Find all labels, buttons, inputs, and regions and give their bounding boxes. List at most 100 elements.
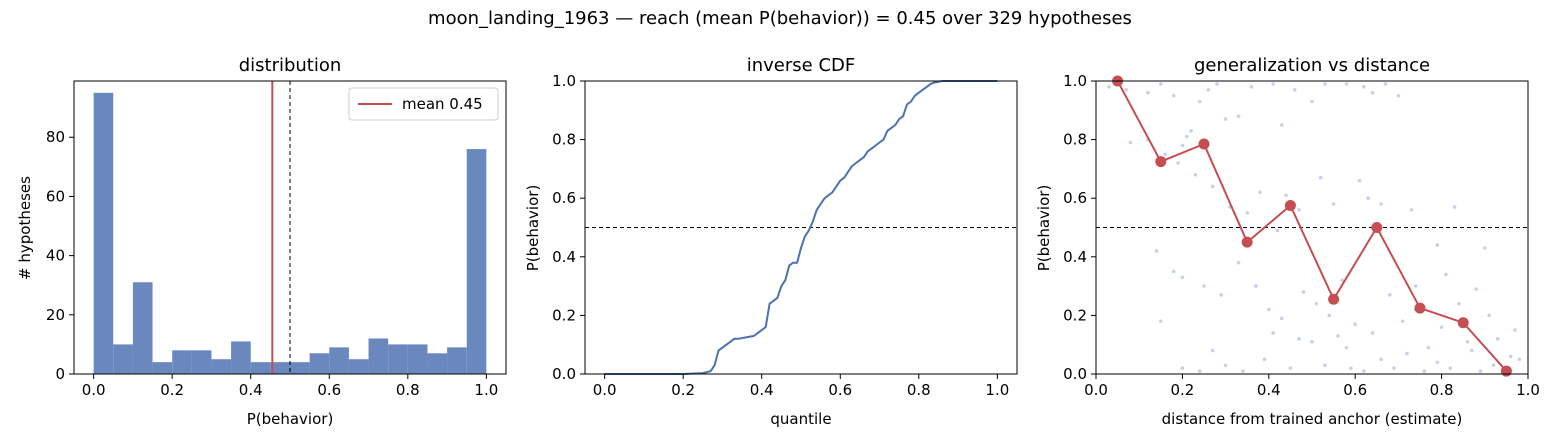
scatter-point bbox=[1271, 82, 1275, 86]
scatter-point bbox=[1241, 369, 1245, 373]
histogram-bars bbox=[93, 92, 487, 375]
y-tick-label: 0.8 bbox=[552, 131, 576, 149]
x-axis-label: quantile bbox=[770, 410, 831, 428]
scatter-point bbox=[1379, 357, 1383, 362]
y-tick-label: 0.6 bbox=[1063, 189, 1087, 207]
scatter-point bbox=[1210, 348, 1215, 353]
y-tick-label: 0.0 bbox=[552, 365, 576, 383]
x-tick-label: 1.0 bbox=[474, 381, 498, 399]
scatter-point bbox=[1336, 334, 1340, 338]
scatter-point bbox=[1197, 99, 1202, 104]
histogram-bar bbox=[250, 362, 271, 374]
binned-mean-marker bbox=[1198, 138, 1210, 150]
scatter-point bbox=[1159, 319, 1163, 324]
scatter-point bbox=[1258, 190, 1262, 195]
scatter-point bbox=[1215, 82, 1219, 86]
scatter-point bbox=[1344, 345, 1349, 350]
y-tick-label: 0.0 bbox=[1063, 365, 1087, 383]
y-tick-label: 0.2 bbox=[552, 306, 576, 324]
scatter-point bbox=[1448, 366, 1453, 370]
x-axis-label: P(behavior) bbox=[247, 410, 334, 428]
scatter-point bbox=[1357, 178, 1362, 183]
scatter-point bbox=[1444, 272, 1448, 277]
x-tick-label: 0.4 bbox=[1257, 381, 1281, 399]
scatter-point bbox=[1279, 316, 1284, 321]
x-tick-label: 0.8 bbox=[1430, 381, 1454, 399]
x-tick-label: 0.2 bbox=[160, 381, 184, 399]
x-tick-label: 0.8 bbox=[396, 381, 420, 399]
histogram-bar bbox=[113, 344, 133, 374]
scatter-point bbox=[1474, 287, 1478, 291]
scatter-point bbox=[1439, 325, 1444, 329]
x-tick-label: 0.2 bbox=[1170, 381, 1194, 399]
scatter-point bbox=[1184, 134, 1189, 139]
histogram-bar bbox=[348, 359, 369, 374]
scatter-point bbox=[1249, 85, 1254, 89]
x-tick-label: 0.2 bbox=[671, 381, 695, 399]
scatter-point bbox=[1310, 99, 1314, 104]
scatter-point bbox=[1344, 82, 1349, 86]
scatter-point bbox=[1159, 82, 1163, 86]
scatter-point bbox=[1383, 82, 1388, 86]
scatter-point bbox=[1189, 129, 1193, 133]
scatter-point bbox=[1340, 278, 1345, 283]
scatter-point bbox=[1435, 243, 1440, 247]
plot-frame bbox=[1095, 80, 1529, 375]
scatter-point bbox=[1323, 363, 1327, 368]
scatter-point bbox=[1284, 193, 1288, 198]
scatter-point bbox=[1171, 269, 1176, 274]
scatter-point bbox=[1163, 152, 1167, 157]
x-axis-label: distance from trained anchor (estimate) bbox=[1162, 410, 1463, 428]
histogram-bar bbox=[132, 282, 153, 374]
scatter-point bbox=[1202, 284, 1206, 288]
scatter-point bbox=[1206, 87, 1211, 92]
scatter-point bbox=[1392, 366, 1396, 370]
scatter-point bbox=[1413, 284, 1418, 288]
y-axis-label: # hypotheses bbox=[16, 176, 34, 280]
scatter-point bbox=[1426, 345, 1431, 350]
scatter-point bbox=[1409, 208, 1414, 212]
histogram-bar bbox=[191, 350, 212, 374]
y-tick-label: 20 bbox=[46, 306, 65, 324]
scatter-point bbox=[1288, 366, 1293, 370]
scatter-point bbox=[1245, 211, 1249, 215]
scatter-point bbox=[1223, 363, 1228, 368]
y-tick-label: 0.4 bbox=[1063, 248, 1087, 266]
scatter-point bbox=[1297, 337, 1301, 341]
panel-title: distribution bbox=[239, 55, 342, 76]
panel-inverse-cdf: inverse CDF 0.0 0.2 0.4 0.6 0.8 1.0 0.0 0.2 0.4 0… bbox=[524, 55, 1018, 428]
histogram-bar bbox=[152, 362, 173, 374]
scatter-point bbox=[1470, 348, 1474, 353]
legend: mean 0.45 bbox=[348, 87, 499, 121]
scatter-point bbox=[1495, 337, 1500, 341]
scatter-point bbox=[1362, 369, 1366, 373]
scatter-point bbox=[1318, 175, 1323, 180]
scatter-point bbox=[1331, 202, 1336, 206]
panel-title: inverse CDF bbox=[747, 55, 856, 76]
inverse-cdf-line bbox=[604, 80, 998, 375]
y-tick-label: 0.4 bbox=[552, 248, 576, 266]
scatter-point bbox=[1405, 351, 1409, 356]
scatter-point bbox=[1323, 82, 1327, 86]
histogram-bar bbox=[172, 350, 192, 374]
scatter-point bbox=[1491, 363, 1496, 368]
y-axis-label: P(behavior) bbox=[1035, 185, 1053, 272]
binned-mean-line bbox=[1116, 80, 1508, 372]
histogram-bar bbox=[309, 353, 330, 374]
scatter-point bbox=[1197, 369, 1202, 373]
y-tick-label: 1.0 bbox=[1063, 72, 1087, 90]
scatter-point bbox=[1422, 369, 1427, 373]
scatter-point bbox=[1327, 313, 1332, 318]
scatter-point bbox=[1236, 114, 1241, 118]
scatter-point bbox=[1292, 87, 1297, 92]
histogram-bar bbox=[407, 344, 428, 374]
scatter-point bbox=[1223, 117, 1228, 121]
y-tick-label: 0.2 bbox=[1063, 306, 1087, 324]
binned-mean-marker bbox=[1328, 293, 1340, 305]
x-tick-label: 1.0 bbox=[985, 381, 1009, 399]
histogram-bar bbox=[368, 338, 389, 374]
binned-mean-marker bbox=[1241, 236, 1253, 248]
scatter-point bbox=[1457, 301, 1461, 306]
